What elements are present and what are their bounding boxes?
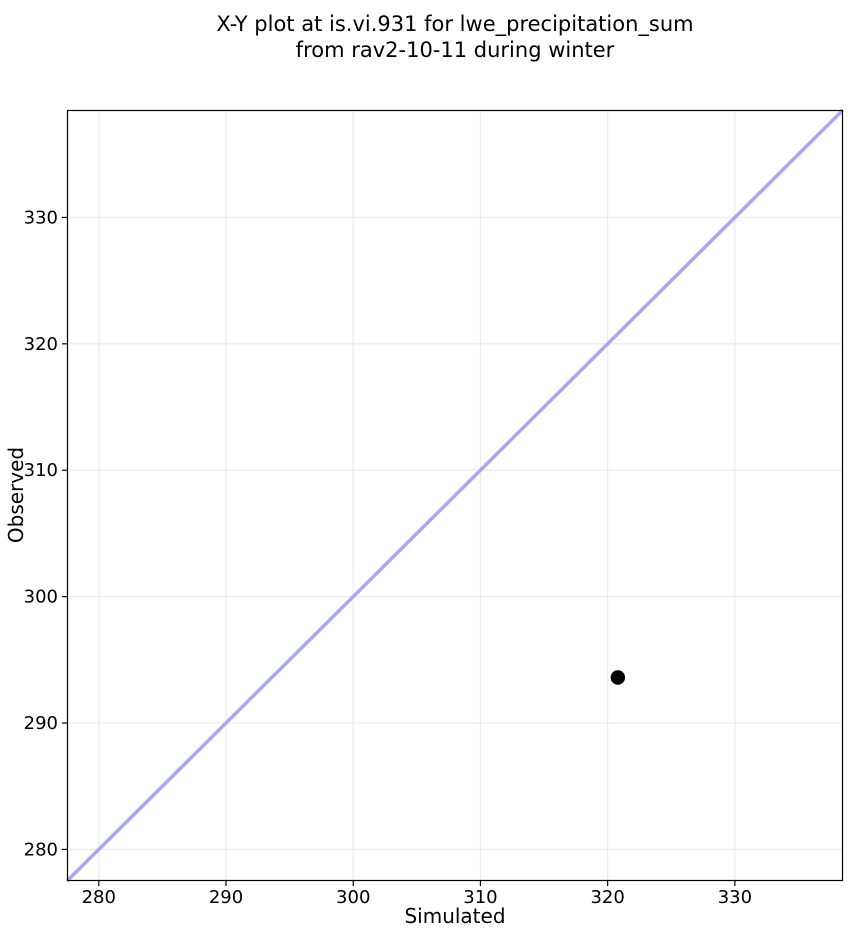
identity-line xyxy=(65,108,845,883)
chart-title: X-Y plot at is.vi.931 for lwe_precipitat… xyxy=(67,11,843,63)
x-axis-label: Simulated xyxy=(404,904,506,928)
gridlines xyxy=(67,110,843,881)
y-tick-label: 300 xyxy=(24,587,58,608)
x-tick-label: 300 xyxy=(336,887,370,908)
x-tick-label: 280 xyxy=(82,887,116,908)
x-tick-label: 290 xyxy=(209,887,243,908)
y-axis-label: Observed xyxy=(4,446,28,544)
tick-labels: 280 290 300 310 320 330 280 290 300 310 320 330 xyxy=(24,207,752,908)
y-tick-label: 330 xyxy=(24,207,58,228)
x-tick-label: 320 xyxy=(590,887,624,908)
axes-frame xyxy=(66,109,844,882)
x-tick-label: 310 xyxy=(463,887,497,908)
y-tick-label: 320 xyxy=(24,334,58,355)
y-tick-label: 290 xyxy=(24,713,58,734)
y-tick-label: 280 xyxy=(24,839,58,860)
x-tick-label: 330 xyxy=(718,887,752,908)
y-tick-label: 310 xyxy=(24,460,58,481)
tick-marks xyxy=(62,216,736,886)
chart-title-line2: from rav2-10-11 during winter xyxy=(295,38,615,62)
chart-title-line1: X-Y plot at is.vi.931 for lwe_precipitat… xyxy=(216,12,694,36)
data-point-marker xyxy=(610,670,626,685)
